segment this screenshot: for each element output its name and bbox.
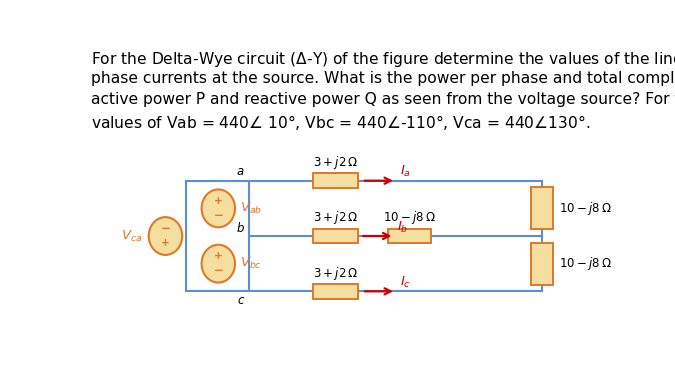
Ellipse shape (202, 245, 235, 283)
Text: −: − (161, 222, 170, 235)
Text: +: + (214, 251, 223, 262)
Text: values of Vab = 440$\angle$ 10$\degree$, Vbc = 440$\angle$-110$\degree$, Vca = 4: values of Vab = 440$\angle$ 10$\degree$,… (90, 113, 590, 132)
Text: $10-j8\,\Omega$: $10-j8\,\Omega$ (560, 255, 612, 272)
Bar (531, 243, 553, 285)
Text: $3+j2\,\Omega$: $3+j2\,\Omega$ (313, 209, 358, 226)
Ellipse shape (202, 189, 235, 227)
Text: phase currents at the source. What is the power per phase and total complex (S),: phase currents at the source. What is th… (90, 71, 675, 86)
Text: $10-j8\,\Omega$: $10-j8\,\Omega$ (383, 209, 436, 226)
Text: For the Delta-Wye circuit ($\Delta$-Y) of the figure determine the values of the: For the Delta-Wye circuit ($\Delta$-Y) o… (90, 50, 675, 69)
Text: −: − (213, 209, 223, 222)
Text: $V_{ca}$: $V_{ca}$ (122, 228, 142, 243)
Text: a: a (237, 165, 244, 178)
Bar (313, 284, 358, 299)
Ellipse shape (148, 217, 182, 255)
Text: +: + (161, 238, 170, 248)
Text: +: + (214, 196, 223, 206)
Text: $10-j8\,\Omega$: $10-j8\,\Omega$ (560, 200, 612, 217)
Text: $3+j2\,\Omega$: $3+j2\,\Omega$ (313, 265, 358, 282)
Bar (388, 229, 431, 243)
Bar (313, 229, 358, 243)
Text: $I_b$: $I_b$ (397, 220, 408, 234)
Text: $3+j2\,\Omega$: $3+j2\,\Omega$ (313, 153, 358, 170)
Bar (531, 187, 553, 229)
Text: $I_a$: $I_a$ (400, 164, 411, 179)
Text: −: − (213, 264, 223, 277)
Text: b: b (236, 222, 244, 234)
Bar (313, 174, 358, 188)
Text: c: c (238, 294, 244, 307)
Text: active power P and reactive power Q as seen from the voltage source? For the: active power P and reactive power Q as s… (90, 91, 675, 107)
Text: $V_{bc}$: $V_{bc}$ (240, 256, 262, 271)
Text: $V_{ab}$: $V_{ab}$ (240, 201, 263, 216)
Text: $I_c$: $I_c$ (400, 275, 411, 290)
